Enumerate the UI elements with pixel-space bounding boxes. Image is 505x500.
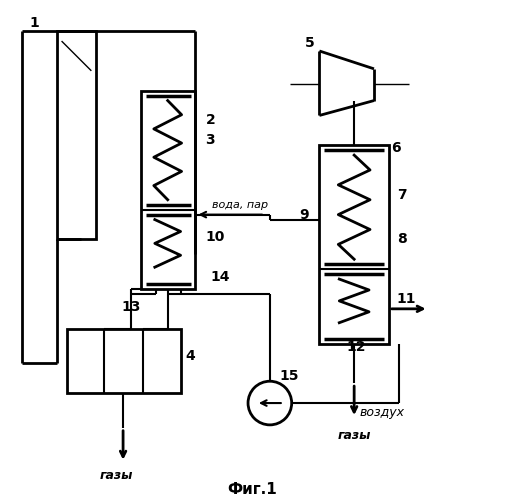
Bar <box>320 145 389 344</box>
Bar <box>141 90 195 289</box>
Text: 10: 10 <box>206 230 225 244</box>
Text: 4: 4 <box>185 350 195 364</box>
Circle shape <box>248 381 292 425</box>
Text: газы: газы <box>337 430 371 442</box>
Bar <box>57 31 96 240</box>
Text: 3: 3 <box>206 133 215 147</box>
Text: 9: 9 <box>299 208 309 222</box>
Text: 15: 15 <box>280 370 299 384</box>
Bar <box>67 328 181 393</box>
Text: 5: 5 <box>305 36 314 50</box>
Text: газы: газы <box>99 469 133 482</box>
Text: 13: 13 <box>121 300 140 314</box>
Text: Фиг.1: Фиг.1 <box>227 482 277 497</box>
Text: 11: 11 <box>397 292 416 306</box>
Text: 7: 7 <box>397 188 407 202</box>
Text: 12: 12 <box>346 340 366 353</box>
Text: 2: 2 <box>206 114 215 128</box>
Text: 14: 14 <box>211 270 230 284</box>
Text: 6: 6 <box>391 141 400 155</box>
Text: 8: 8 <box>397 232 407 246</box>
Text: воздух: воздух <box>359 406 404 420</box>
Text: вода, пар: вода, пар <box>212 200 268 209</box>
Text: 1: 1 <box>30 16 39 30</box>
